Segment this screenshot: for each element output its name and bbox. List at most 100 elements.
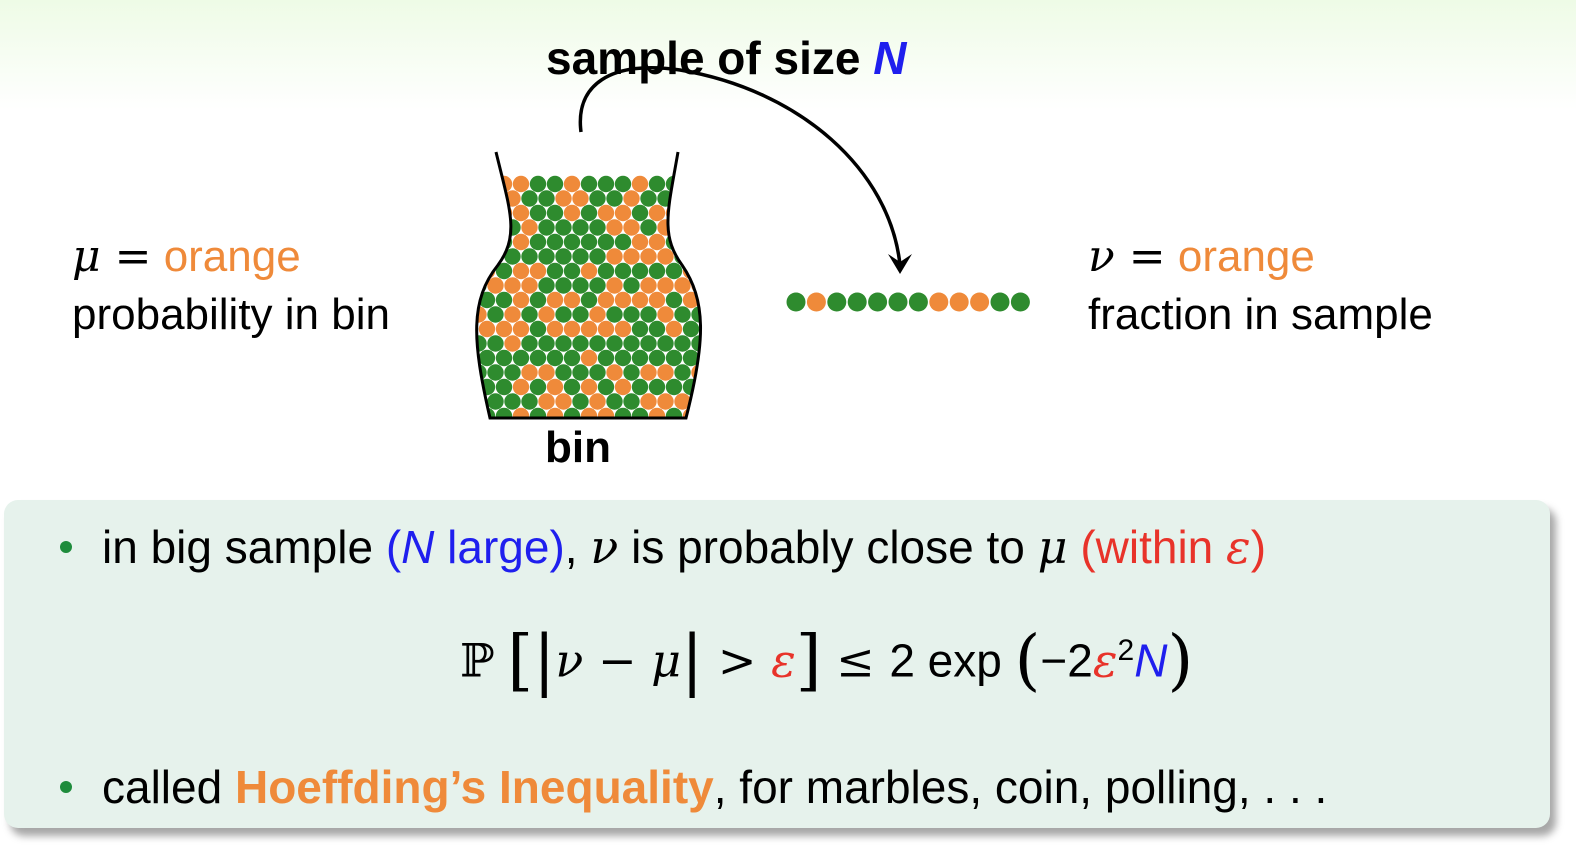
bin-marble (606, 393, 623, 410)
bin-marble (476, 378, 479, 396)
bin-marble (546, 233, 564, 251)
bullet-1-text: in big sample (102, 521, 386, 573)
bin-marble (665, 407, 683, 418)
bin-marble (504, 219, 521, 236)
bin-marble (665, 349, 683, 367)
bin-marble (538, 364, 555, 381)
bullet-2: called Hoeffding’s Inequality, for marbl… (60, 758, 1327, 816)
bin-marble (665, 320, 683, 338)
mu-label: μ = orange probability in bin (72, 228, 390, 344)
bin-marble (648, 262, 666, 280)
bin-marble (512, 291, 530, 309)
bin-figure (475, 66, 1030, 420)
bin-marble (580, 407, 598, 418)
bin-marble (648, 175, 666, 193)
hoeffding-box (4, 500, 1550, 828)
bin-marble (563, 262, 581, 280)
bin-marble (495, 262, 513, 280)
bin-marble (699, 291, 701, 309)
bin-marble (657, 393, 674, 410)
bin-marble (614, 378, 632, 396)
sample-marble (786, 292, 806, 312)
mu-description: probability in bin (72, 290, 390, 339)
bin-marble (614, 262, 632, 280)
bin-marble (699, 407, 701, 418)
bin-marble (529, 407, 547, 418)
mu-orange-word: orange (163, 232, 301, 281)
bin-marble (606, 335, 623, 352)
bin-marble (504, 248, 521, 265)
bin-marble (529, 233, 547, 251)
bin-marble (640, 364, 657, 381)
bin-marble (478, 233, 496, 251)
epsilon-symbol: ε (771, 633, 796, 688)
bin-marble (631, 262, 649, 280)
bin-marble (589, 393, 606, 410)
prob-symbol: ℙ (460, 633, 495, 688)
bin-marble (476, 248, 487, 265)
bin-marble (597, 262, 615, 280)
bin-marble (597, 320, 615, 338)
sample-marble (868, 292, 888, 312)
bin-marble (487, 306, 504, 323)
bin-marble (699, 378, 701, 396)
bin-marble (580, 204, 598, 222)
bin-marble (691, 219, 701, 236)
bin-marble (476, 219, 487, 236)
bin-marble (648, 407, 666, 418)
nu-orange-word: orange (1177, 232, 1315, 281)
bin-marble (572, 190, 589, 207)
bullet-1: in big sample (N large), ν is probably c… (60, 518, 1266, 576)
nu-symbol-inline: ν (590, 520, 619, 574)
bin-marble (487, 335, 504, 352)
bin-marble (580, 291, 598, 309)
bin-marble (699, 349, 701, 367)
bin-marble (674, 364, 691, 381)
nu-minus-mu: ν − μ (555, 633, 682, 688)
bin-marble (555, 306, 572, 323)
bullet-dot-icon (60, 540, 72, 553)
bin-marble (674, 306, 691, 323)
bin-marble (640, 393, 657, 410)
bin-marble (640, 306, 657, 323)
sample-marble (806, 292, 826, 312)
bin-marble (682, 233, 700, 251)
bin-marble (563, 407, 581, 418)
bin-marble (572, 393, 589, 410)
bin-marble (657, 219, 674, 236)
sample-marble (990, 292, 1010, 312)
bin-marble (614, 291, 632, 309)
bin-marble (512, 349, 530, 367)
sample-marble (908, 292, 928, 312)
bin-marble (521, 335, 538, 352)
bin-marble (631, 291, 649, 309)
bin-marble (606, 306, 623, 323)
bin-marble (674, 335, 691, 352)
bin-marble (512, 320, 530, 338)
bin-marble (606, 364, 623, 381)
bin-marble (563, 175, 581, 193)
bin-marble (521, 248, 538, 265)
bin-marble (665, 262, 683, 280)
bin-marble (478, 204, 496, 222)
bin-marble (597, 407, 615, 418)
within-eps-phrase: (within ε) (1067, 520, 1267, 574)
bin-marble (682, 349, 700, 367)
bin-outline (475, 151, 703, 420)
bin-marble (614, 349, 632, 367)
bin-marble (529, 291, 547, 309)
bin-marble (631, 407, 649, 418)
bin-marble (631, 175, 649, 193)
bin-marble (640, 335, 657, 352)
sample-marble (929, 292, 949, 312)
bin-marble (580, 320, 598, 338)
bin-marble (657, 306, 674, 323)
bin-marble (674, 190, 691, 207)
bin-marble (614, 320, 632, 338)
bin-marble (699, 262, 701, 280)
bin-marble (640, 277, 657, 294)
bin-marble (614, 175, 632, 193)
bin-marble (623, 335, 640, 352)
bin-marble (614, 204, 632, 222)
n-large-phrase: (N large) (385, 521, 565, 573)
